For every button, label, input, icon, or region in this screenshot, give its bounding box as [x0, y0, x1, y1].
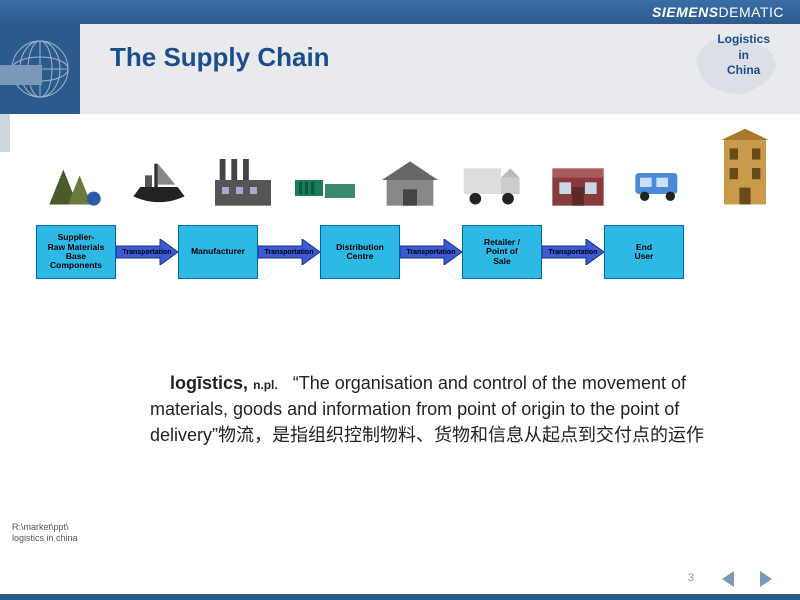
def-body-zh: 物流，是指组织控制物料、货物和信息从起点到交付点的运作 [218, 425, 704, 445]
flow-box-retailer: Retailer /Point ofSale [462, 225, 542, 279]
brand-light: DEMATIC [719, 4, 784, 20]
brand-bold: SIEMENS [652, 4, 719, 20]
definition-block: logīstics, n.pl. “The organisation and c… [150, 370, 730, 448]
page-number: 3 [688, 572, 694, 584]
store-icon [543, 150, 613, 210]
flow-arrow: Transportation [400, 239, 462, 265]
arrow-label: Transportation [122, 249, 171, 256]
flow-arrow: Transportation [258, 239, 320, 265]
arrow-label: Transportation [406, 249, 455, 256]
corner-l2: in [717, 48, 770, 64]
corner-l3: China [717, 63, 770, 79]
top-brand-bar: SIEMENSDEMATIC [0, 0, 800, 24]
def-headword: logīstics, [170, 373, 248, 393]
building-icon [710, 150, 780, 210]
pictogram-row [40, 140, 780, 210]
footer-path: R:\market\ppt\logistics in china [12, 522, 78, 545]
factory-icon [208, 150, 278, 210]
containers-icon [291, 150, 361, 210]
corner-label: Logistics in China [717, 32, 770, 79]
ship-icon [124, 150, 194, 210]
flow-arrow: Transportation [116, 239, 178, 265]
arrow-label: Transportation [264, 249, 313, 256]
brand-logo: SIEMENSDEMATIC [652, 4, 784, 20]
supply-chain-flow: Supplier-Raw MaterialsBaseComponents Tra… [36, 225, 780, 279]
supplier-icon [40, 150, 110, 210]
flow-box-manufacturer: Manufacturer [178, 225, 258, 279]
flow-box-enduser: EndUser [604, 225, 684, 279]
accent-stripe [0, 114, 10, 152]
def-pos: n.pl. [253, 378, 278, 392]
arrow-label: Transportation [548, 249, 597, 256]
truck-icon [459, 150, 529, 210]
nav-arrows [718, 568, 776, 590]
warehouse-icon [375, 150, 445, 210]
side-stripe [0, 65, 42, 85]
bottom-edge [0, 594, 800, 600]
flow-arrow: Transportation [542, 239, 604, 265]
van-icon [626, 150, 696, 210]
next-arrow-icon[interactable] [754, 568, 776, 590]
flow-box-supplier: Supplier-Raw MaterialsBaseComponents [36, 225, 116, 279]
prev-arrow-icon[interactable] [718, 568, 740, 590]
page-title: The Supply Chain [110, 42, 330, 73]
corner-l1: Logistics [717, 32, 770, 48]
flow-box-distribution: DistributionCentre [320, 225, 400, 279]
